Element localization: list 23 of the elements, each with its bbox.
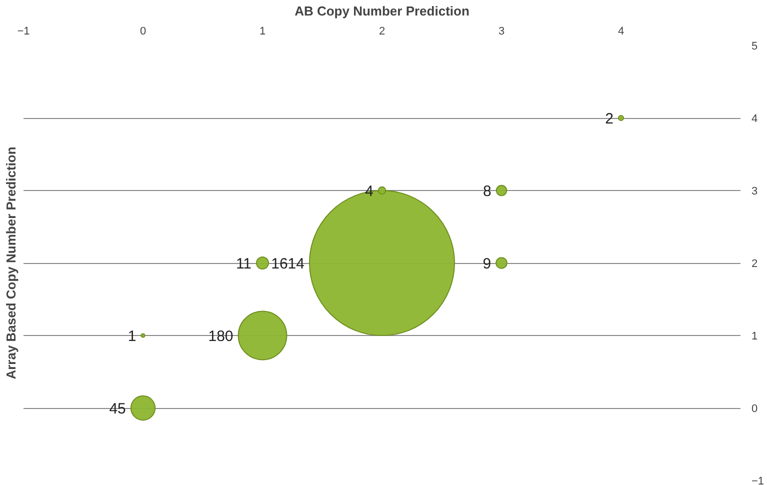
y-tick-label: 2 bbox=[752, 258, 758, 270]
data-label: 1 bbox=[128, 328, 136, 345]
data-label: 2 bbox=[605, 110, 614, 128]
y-tick-label: 4 bbox=[752, 113, 758, 125]
y-tick-label: 0 bbox=[752, 403, 758, 415]
y-tick-label: 3 bbox=[752, 186, 758, 198]
x-tick-label: −1 bbox=[17, 26, 30, 38]
data-label: 9 bbox=[482, 256, 492, 272]
x-tick-label: 3 bbox=[498, 26, 505, 38]
data-label: 1614 bbox=[271, 256, 305, 272]
data-label: 45 bbox=[109, 400, 126, 418]
x-tick-label: 0 bbox=[140, 26, 146, 38]
data-label: 180 bbox=[208, 328, 234, 345]
y-tick-label: 5 bbox=[752, 40, 758, 52]
x-tick-label: 1 bbox=[259, 26, 266, 38]
data-label: 11 bbox=[236, 256, 252, 272]
x-tick-label: 2 bbox=[378, 26, 386, 38]
y-tick-label: 1 bbox=[752, 330, 758, 342]
x-axis-title: AB Copy Number Prediction bbox=[294, 4, 470, 18]
y-tick-label: −1 bbox=[752, 476, 764, 485]
x-tick-label: 4 bbox=[618, 26, 624, 38]
y-axis-title: Array Based Copy Number Prediction bbox=[4, 146, 18, 380]
data-label: 8 bbox=[483, 183, 492, 200]
